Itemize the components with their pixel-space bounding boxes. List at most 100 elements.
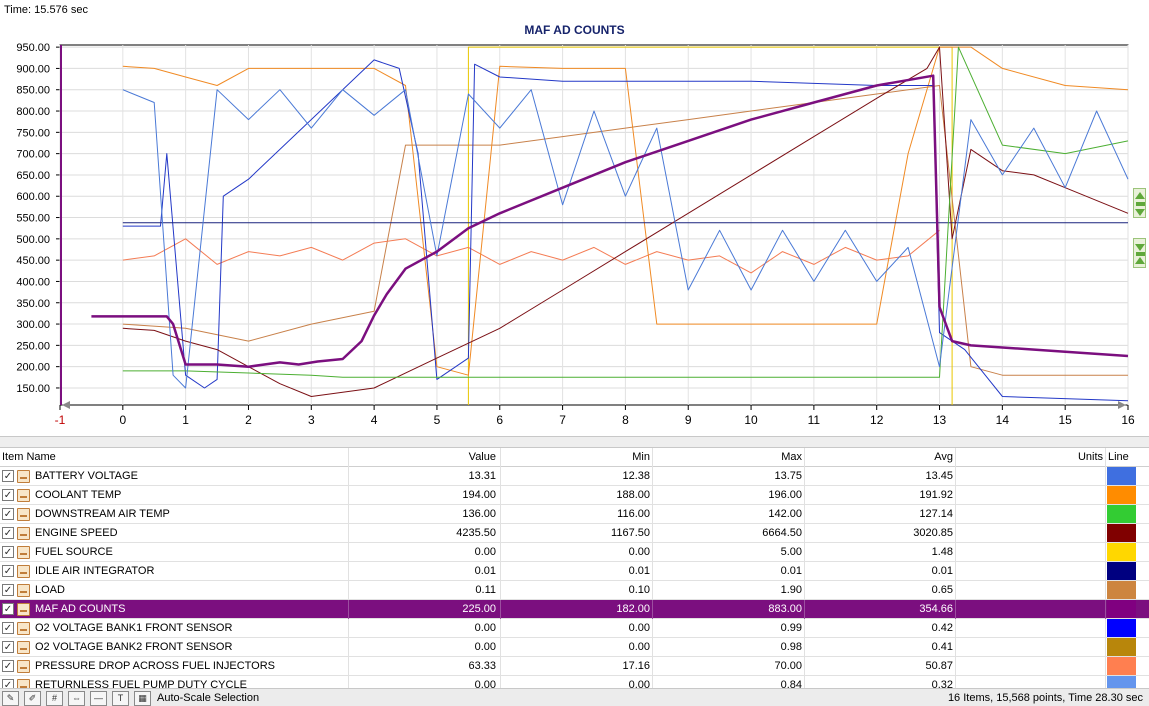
line-icon[interactable]: — [90,691,107,706]
expand-vertical-icon[interactable] [1133,188,1146,218]
row-checkbox[interactable]: ✓ [2,660,14,672]
row-min: 182.00 [616,603,650,615]
table-row[interactable]: ✓ ENGINE SPEED 4235.50 1167.50 6664.50 3020.8… [0,524,1149,543]
x-tick-label: 2 [245,413,252,427]
pencil-icon[interactable]: ✐ [24,691,41,706]
row-max: 13.75 [774,470,802,482]
row-value: 0.01 [474,565,496,577]
row-checkbox[interactable]: ✓ [2,622,14,634]
table-row[interactable]: ✓ FUEL SOURCE 0.00 0.00 5.00 1.48 [0,543,1149,562]
line-color-swatch[interactable] [1107,467,1136,485]
line-color-swatch[interactable] [1107,657,1136,675]
line-color-swatch[interactable] [1107,619,1136,637]
row-checkbox[interactable]: ✓ [2,489,14,501]
table-row[interactable]: ✓ IDLE AIR INTEGRATOR 0.01 0.01 0.01 0.01 [0,562,1149,581]
scroll-right-icon [1118,401,1126,409]
row-value: 194.00 [462,489,496,501]
row-checkbox[interactable]: ✓ [2,603,14,615]
y-tick-label: 750.00 [16,127,50,139]
series-line[interactable] [91,74,1129,368]
line-color-swatch[interactable] [1107,562,1136,580]
time-readout: Time: 15.576 sec [4,4,88,16]
row-value: 0.11 [475,584,496,596]
autoscale-selection-label[interactable]: Auto-Scale Selection [157,692,260,704]
row-value: 136.00 [462,508,496,520]
channel-icon [17,641,30,654]
row-checkbox[interactable]: ✓ [2,565,14,577]
channel-icon [17,622,30,635]
row-min: 0.00 [628,641,650,653]
column-header-min[interactable]: Min [632,451,650,463]
hash-icon[interactable]: # [46,691,63,706]
table-row[interactable]: ✓ O2 VOLTAGE BANK2 FRONT SENSOR 0.00 0.00 0.… [0,638,1149,657]
line-color-swatch[interactable] [1107,638,1136,656]
row-checkbox[interactable]: ✓ [2,584,14,596]
row-avg: 1.48 [931,546,953,558]
row-max: 0.99 [780,622,802,634]
line-color-swatch[interactable] [1107,543,1136,561]
row-value: 4235.50 [456,527,496,539]
column-header-max[interactable]: Max [781,451,802,463]
row-checkbox[interactable]: ✓ [2,641,14,653]
edit-icon[interactable]: ✎ [2,691,19,706]
table-row[interactable]: ✓ BATTERY VOLTAGE 13.31 12.38 13.75 13.45 [0,467,1149,486]
y-tick-label: 550.00 [16,213,50,225]
chart-icon[interactable]: ▦ [134,691,151,706]
x-tick-label: 0 [119,413,126,427]
y-tick-label: 800.00 [16,106,50,118]
column-header-line[interactable]: Line [1108,451,1129,463]
x-tick-label: 8 [622,413,629,427]
row-min: 0.10 [628,584,650,596]
x-tick-label: -1 [55,413,66,427]
series-line[interactable] [467,46,953,405]
splitter-handle[interactable] [0,436,1149,448]
table-row[interactable]: ✓ RETURNLESS FUEL PUMP DUTY CYCLE 0.00 0.00… [0,676,1149,688]
fit-icon[interactable]: ⇔ [68,691,85,706]
table-row[interactable]: ✓ PRESSURE DROP ACROSS FUEL INJECTORS 63.3… [0,657,1149,676]
line-color-swatch[interactable] [1107,524,1136,542]
compress-vertical-icon[interactable] [1133,238,1146,268]
series-line[interactable] [122,89,1129,389]
column-header-units[interactable]: Units [1077,451,1103,463]
line-color-swatch[interactable] [1107,505,1136,523]
series-line[interactable] [122,46,1129,378]
x-tick-label: 15 [1058,413,1072,427]
table-row[interactable]: ✓ O2 VOLTAGE BANK1 FRONT SENSOR 0.00 0.00 0.… [0,619,1149,638]
y-tick-label: 150.00 [16,383,50,395]
series-line[interactable] [122,46,1129,376]
series-line[interactable] [122,229,940,274]
text-icon[interactable]: T [112,691,129,706]
table-row[interactable]: ✓ DOWNSTREAM AIR TEMP 136.00 116.00 142.00 12… [0,505,1149,524]
row-avg: 0.42 [931,622,953,634]
chart-plot[interactable]: 950.00 900.00 850.00 800.00 750.00 700.00 650.… [0,0,1149,436]
column-header-avg[interactable]: Avg [934,451,953,463]
x-tick-label: 9 [685,413,692,427]
channel-icon [17,470,30,483]
row-checkbox[interactable]: ✓ [2,470,14,482]
row-item-name: DOWNSTREAM AIR TEMP [35,508,170,520]
series-line[interactable] [122,46,1129,397]
row-item-name: FUEL SOURCE [35,546,113,558]
row-item-name: COOLANT TEMP [35,489,122,501]
column-header-value[interactable]: Value [468,451,496,463]
column-header-name[interactable]: Item Name [2,451,56,463]
line-color-swatch[interactable] [1107,581,1136,599]
table-row[interactable]: ✓ LOAD 0.11 0.10 1.90 0.65 [0,581,1149,600]
table-row[interactable]: ✓ COOLANT TEMP 194.00 188.00 196.00 191.92 [0,486,1149,505]
channel-icon [17,679,30,688]
line-color-swatch[interactable] [1107,676,1136,688]
table-row[interactable]: ✓ MAF AD COUNTS 225.00 182.00 883.00 354.66 [0,600,1149,619]
row-value: 63.33 [468,660,496,672]
y-tick-label: 850.00 [16,85,50,97]
row-min: 188.00 [616,489,650,501]
row-checkbox[interactable]: ✓ [2,679,14,688]
row-checkbox[interactable]: ✓ [2,546,14,558]
channel-icon [17,508,30,521]
row-item-name: O2 VOLTAGE BANK1 FRONT SENSOR [35,622,233,634]
line-color-swatch[interactable] [1107,600,1136,618]
line-color-swatch[interactable] [1107,486,1136,504]
y-tick-label: 600.00 [16,191,50,203]
row-checkbox[interactable]: ✓ [2,508,14,520]
row-checkbox[interactable]: ✓ [2,527,14,539]
